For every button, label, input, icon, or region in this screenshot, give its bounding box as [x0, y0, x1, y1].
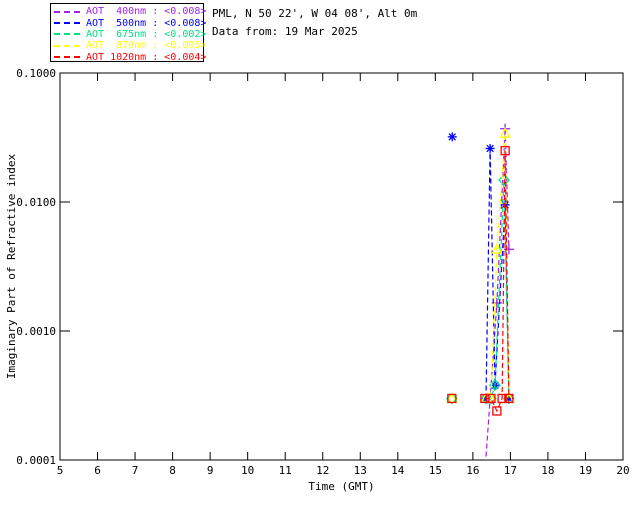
plot-frame	[59, 72, 624, 461]
legend-label: AOT 500nm : <0.008>	[86, 17, 207, 29]
x-axis-title: Time (GMT)	[308, 480, 374, 493]
x-tick-label: 17	[504, 464, 517, 477]
legend-item-3: AOT 870nm : <0.005>	[51, 40, 207, 52]
x-tick-label: 20	[616, 464, 629, 477]
x-tick-label: 15	[429, 464, 442, 477]
x-tick-label: 19	[579, 464, 592, 477]
site-location-text: PML, N 50 22', W 04 08', Alt 0m	[212, 7, 418, 20]
legend-label: AOT 1020nm : <0.004>	[86, 51, 207, 63]
data-date-text: Data from: 19 Mar 2025	[212, 25, 358, 38]
x-tick-label: 12	[316, 464, 329, 477]
legend-label: AOT 400nm : <0.008>	[86, 6, 207, 18]
series-aot-675nm	[445, 174, 515, 405]
y-tick-label: 0.0100	[16, 196, 56, 209]
legend-label: AOT 675nm : <0.002>	[86, 28, 207, 40]
series-aot-870nm	[446, 127, 515, 403]
legend-item-2: AOT 675nm : <0.002>	[51, 28, 207, 40]
x-tick-label: 9	[207, 464, 214, 477]
legend-dash-sample	[54, 22, 81, 25]
x-tick-label: 10	[241, 464, 254, 477]
x-tick-label: 5	[57, 464, 64, 477]
x-tick-label: 13	[354, 464, 367, 477]
legend-item-4: AOT 1020nm : <0.004>	[51, 51, 207, 63]
legend-box: AOT 400nm : <0.008> AOT 500nm : <0.008> AO…	[50, 3, 207, 63]
x-tick-label: 16	[466, 464, 479, 477]
x-tick-label: 18	[541, 464, 554, 477]
x-tick-label: 7	[132, 464, 139, 477]
x-tick-label: 6	[94, 464, 101, 477]
legend-dash-sample	[54, 10, 81, 13]
series-aot-1020nm	[447, 146, 514, 416]
y-tick-label: 0.0010	[16, 325, 56, 338]
x-tick-label: 14	[391, 464, 405, 477]
legend-dash-sample	[54, 44, 81, 47]
legend-label: AOT 870nm : <0.005>	[86, 40, 207, 52]
legend-dash-sample	[54, 56, 81, 59]
y-tick-label: 0.0001	[16, 454, 56, 467]
x-tick-label: 8	[169, 464, 176, 477]
legend-item-0: AOT 400nm : <0.008>	[51, 6, 207, 18]
y-tick-label: 0.1000	[16, 67, 56, 80]
legend-item-1: AOT 500nm : <0.008>	[51, 17, 207, 29]
x-tick-label: 11	[279, 464, 292, 477]
legend-dash-sample	[54, 33, 81, 36]
y-axis-title: Imaginary Part of Refractive index	[5, 154, 18, 380]
series-aot-400nm	[485, 123, 514, 460]
